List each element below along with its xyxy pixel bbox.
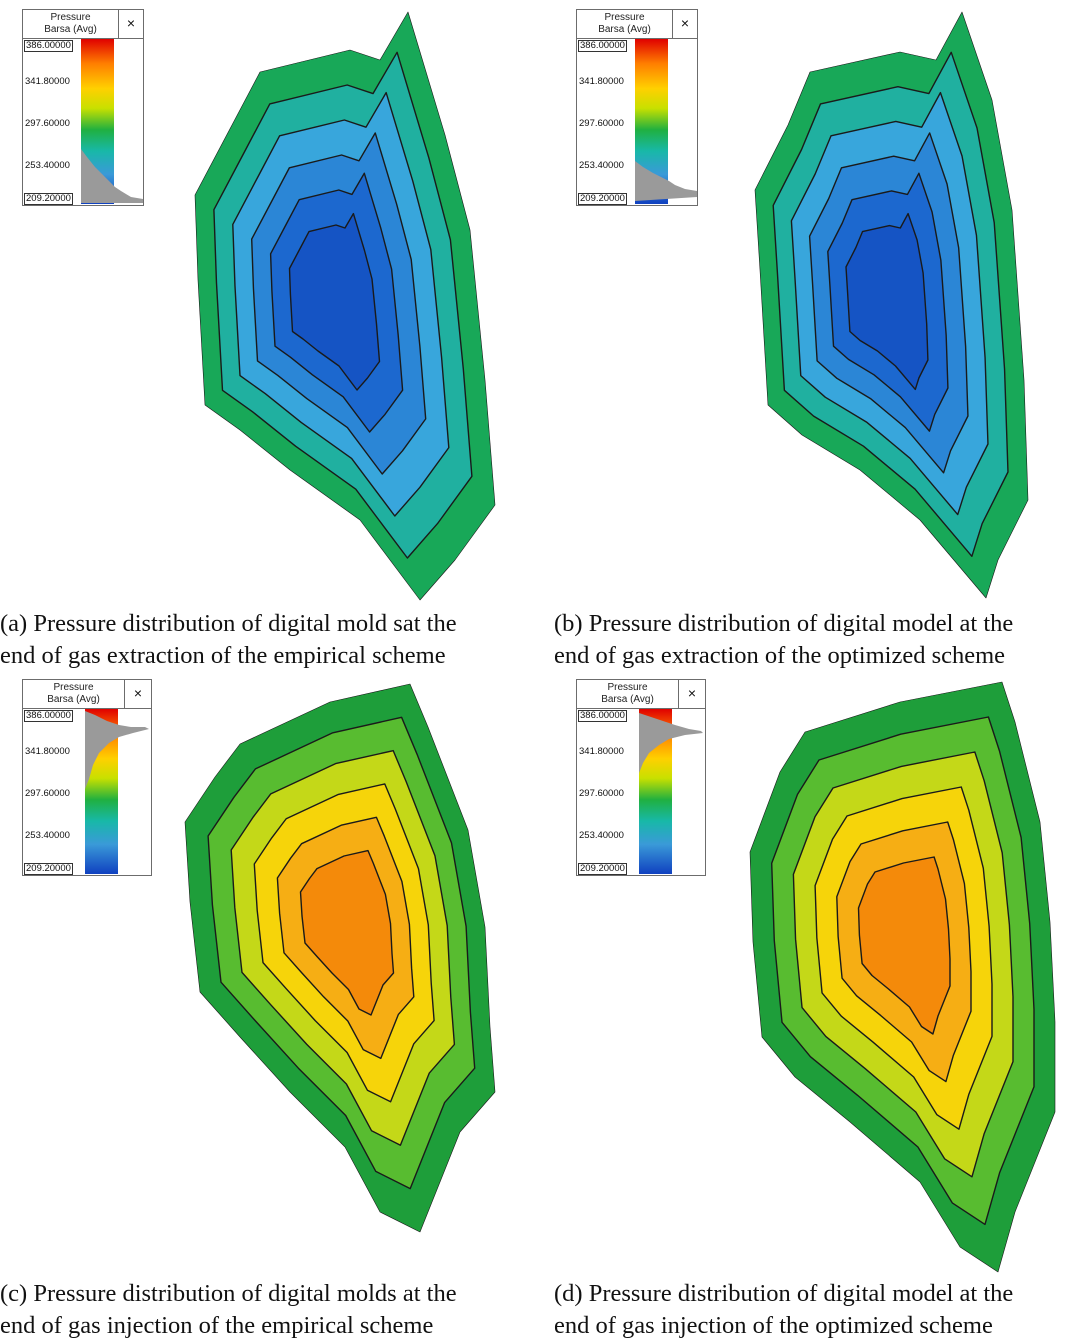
tick-label: 386.00000 [24, 710, 73, 722]
tick-label: 341.80000 [25, 76, 70, 87]
tick-label: 386.00000 [578, 40, 627, 52]
caption-c: (c) Pressure distribution of digital mol… [0, 1280, 457, 1339]
histogram [639, 713, 703, 773]
tick-label: 297.60000 [25, 118, 70, 129]
contour-band [288, 212, 381, 391]
tick-label: 209.20000 [578, 863, 627, 875]
tick-label: 341.80000 [579, 746, 624, 757]
panel-b: Pressure Barsa (Avg) × 386.00000 341.800… [540, 0, 1080, 672]
tick-label: 209.20000 [578, 193, 627, 205]
legend-title: Pressure Barsa (Avg) [577, 680, 679, 709]
legend-ticks: 386.00000 341.80000 297.60000 253.40000 … [577, 709, 639, 875]
legend-a: Pressure Barsa (Avg) × 386.00000 341.800… [22, 9, 144, 206]
pressure-map-b [754, 11, 1029, 599]
legend-ticks: 386.00000 341.80000 297.60000 253.40000 … [577, 39, 635, 205]
panel-d: Pressure Barsa (Avg) × 386.00000 341.800… [540, 672, 1080, 1344]
close-icon[interactable]: × [673, 10, 697, 39]
close-icon[interactable]: × [125, 680, 151, 709]
legend-ticks: 386.00000 341.80000 297.60000 253.40000 … [23, 709, 85, 875]
contour-band [857, 856, 951, 1035]
histogram [635, 161, 697, 201]
tick-label: 386.00000 [24, 40, 73, 52]
close-icon[interactable]: × [679, 680, 705, 709]
legend-title: Pressure Barsa (Avg) [23, 10, 119, 39]
caption-b: (b) Pressure distribution of digital mod… [554, 610, 1014, 669]
legend-b: Pressure Barsa (Avg) × 386.00000 341.800… [576, 9, 698, 206]
tick-label: 253.40000 [25, 160, 70, 171]
pressure-map-d [749, 681, 1056, 1273]
tick-label: 297.60000 [25, 788, 70, 799]
histogram [85, 711, 149, 789]
caption-a: (a) Pressure distribution of digital mol… [0, 610, 457, 669]
legend-d: Pressure Barsa (Avg) × 386.00000 341.800… [576, 679, 706, 876]
legend-title: Pressure Barsa (Avg) [577, 10, 673, 39]
tick-label: 209.20000 [24, 193, 73, 205]
tick-label: 297.60000 [579, 118, 624, 129]
pressure-map-a [194, 11, 496, 601]
tick-label: 297.60000 [579, 788, 624, 799]
tick-label: 209.20000 [24, 863, 73, 875]
histogram [81, 149, 143, 203]
legend-ticks: 386.00000 341.80000 297.60000 253.40000 … [23, 39, 81, 205]
tick-label: 386.00000 [578, 710, 627, 722]
pressure-map-c [184, 683, 496, 1233]
panel-a: Pressure Barsa (Avg) × 386.00000 341.800… [0, 0, 540, 672]
tick-label: 341.80000 [25, 746, 70, 757]
caption-d: (d) Pressure distribution of digital mod… [554, 1280, 1014, 1339]
tick-label: 341.80000 [579, 76, 624, 87]
tick-label: 253.40000 [579, 830, 624, 841]
legend-title: Pressure Barsa (Avg) [23, 680, 125, 709]
contour-band [299, 849, 395, 1016]
panel-c: Pressure Barsa (Avg) × 386.00000 341.800… [0, 672, 540, 1344]
tick-label: 253.40000 [25, 830, 70, 841]
tick-label: 253.40000 [579, 160, 624, 171]
legend-c: Pressure Barsa (Avg) × 386.00000 341.800… [22, 679, 152, 876]
close-icon[interactable]: × [119, 10, 143, 39]
contour-band [845, 212, 929, 391]
